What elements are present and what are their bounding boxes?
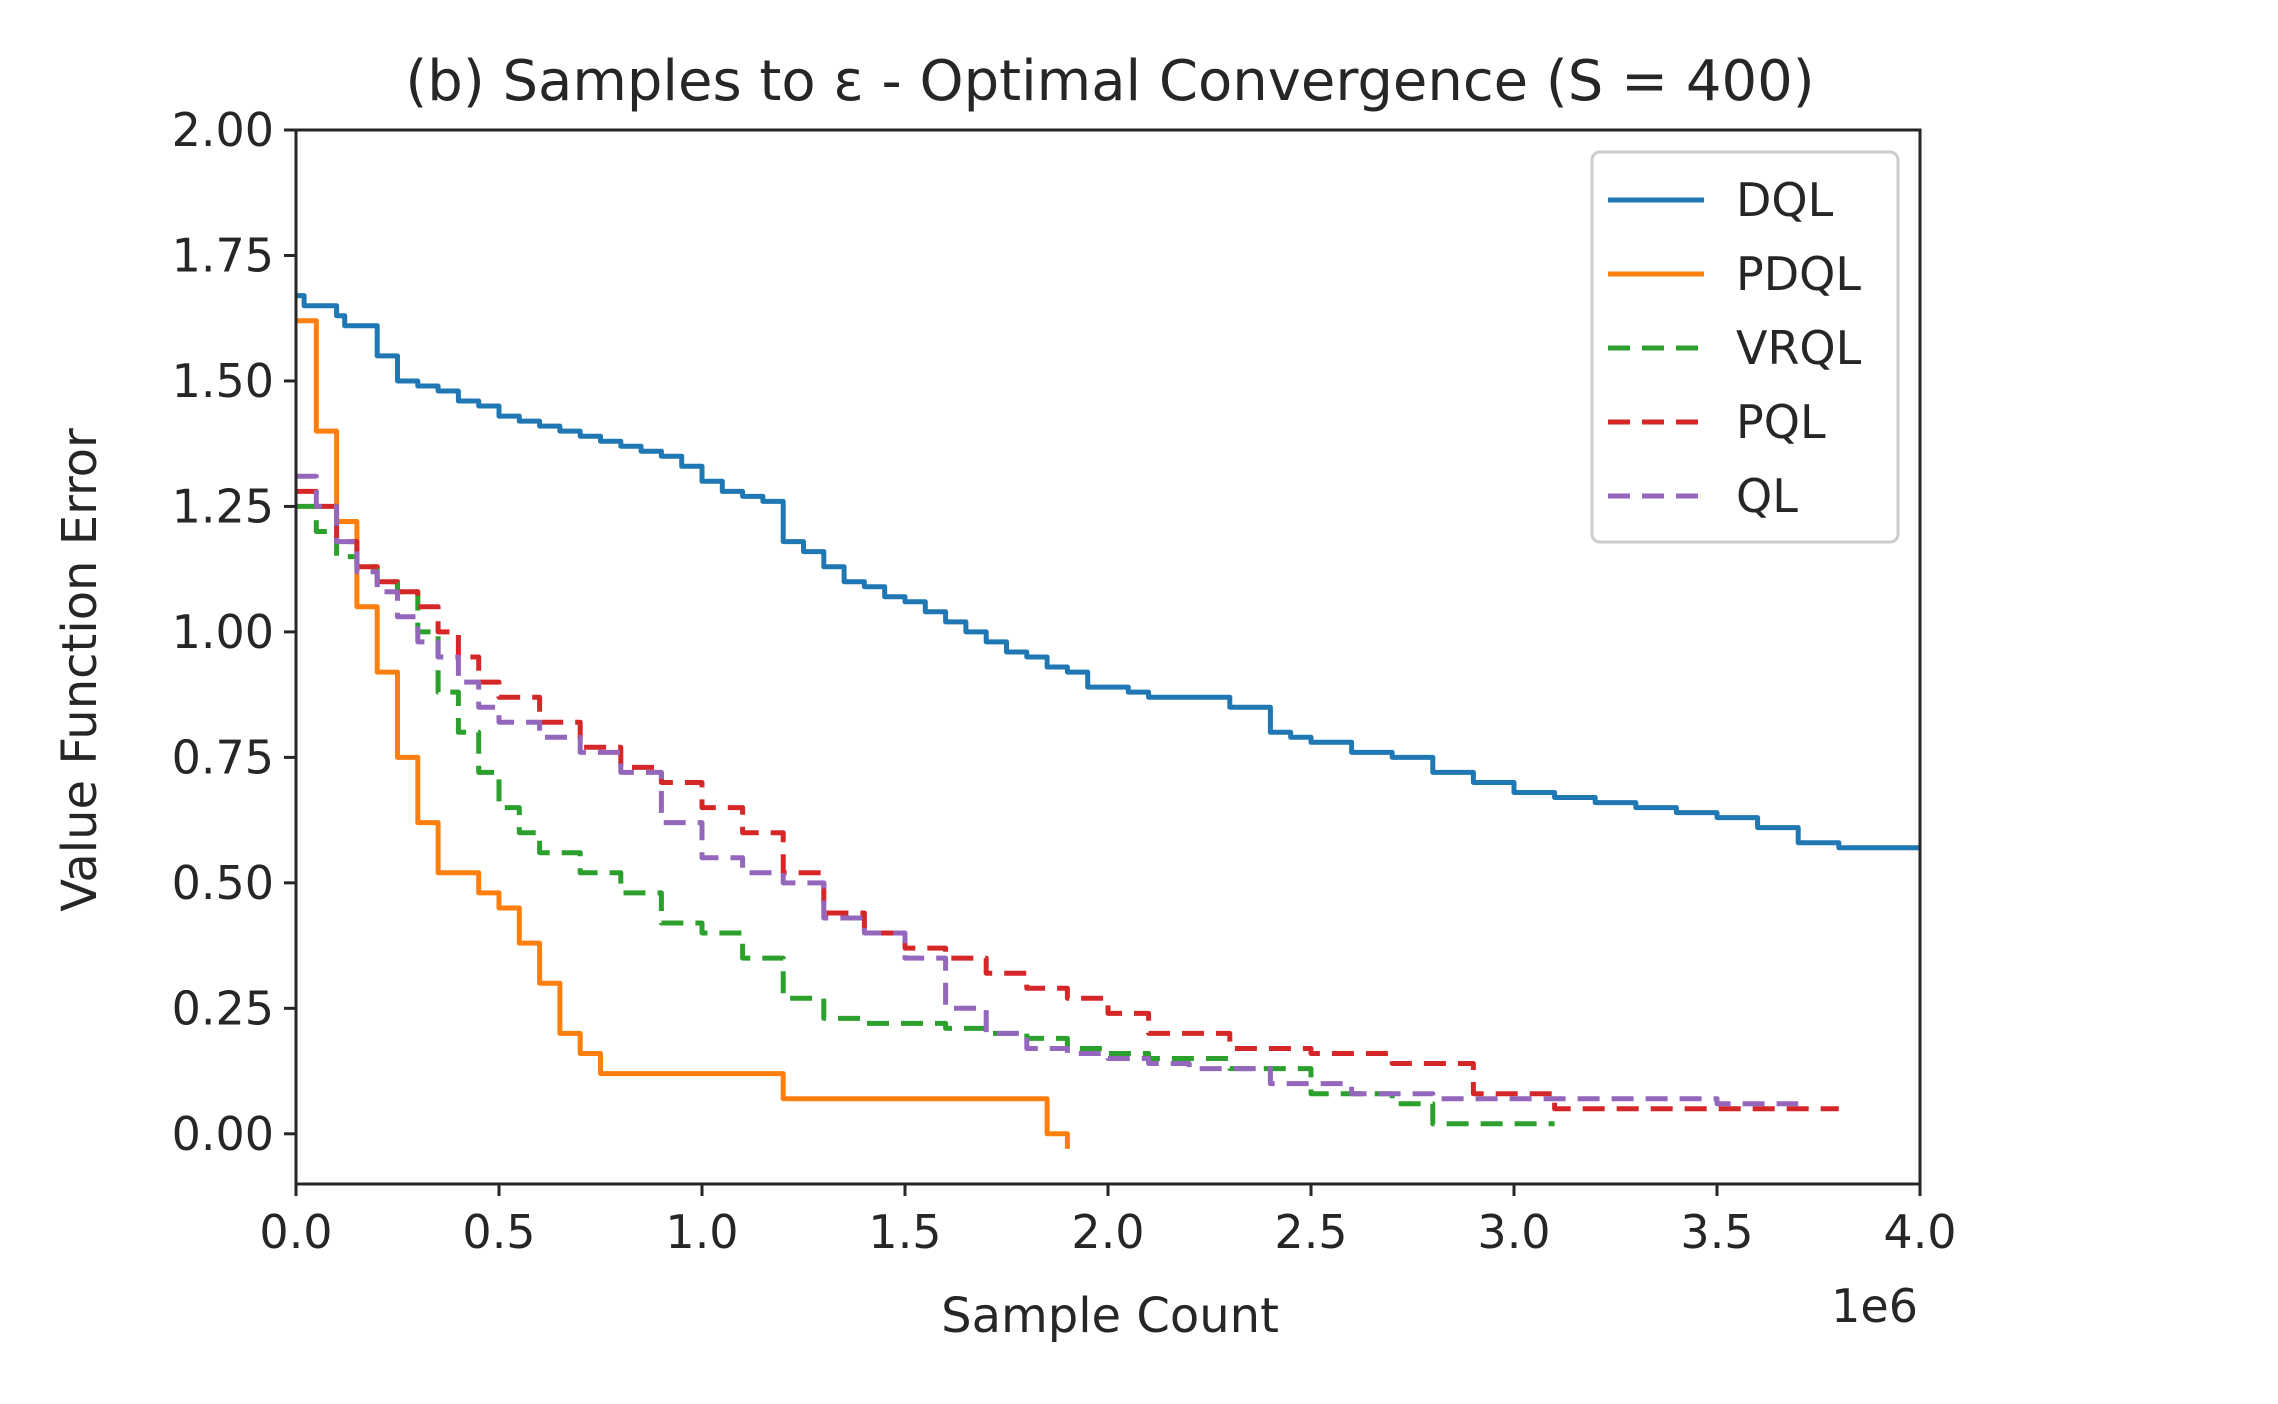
x-axis: 0.0 0.5 1.0 1.5 2.0 2.5 3.0 3.5 4.0 [259,1184,1957,1259]
y-axis-label: Value Function Error [52,428,108,912]
legend-label-dql: DQL [1736,173,1834,227]
x-axis-label: Sample Count [941,1288,1279,1344]
x-tick-label: 2.0 [1071,1205,1144,1259]
legend-label-ql: QL [1736,469,1798,523]
x-tick-label: 1.0 [665,1205,738,1259]
series-line-pdql [296,318,1070,1149]
chart-title: (b) Samples to ε - Optimal Convergence (… [405,49,1814,114]
y-tick-label: 2.00 [172,103,274,157]
plot-area [296,293,1920,1149]
series-line-ql [296,473,1799,1107]
series-line-dql [296,293,1920,851]
legend: DQL PDQL VRQL PQL QL [1590,150,1900,544]
x-tick-label: 3.5 [1680,1205,1753,1259]
legend-label-pql: PQL [1736,395,1826,449]
x-tick-label: 0.0 [259,1205,332,1259]
x-tick-label: 3.0 [1477,1205,1550,1259]
legend-label-vrql: VRQL [1736,321,1862,375]
y-tick-label: 1.00 [172,605,274,659]
series-line-pql [296,488,1839,1112]
x-tick-label: 2.5 [1274,1205,1347,1259]
y-tick-label: 1.75 [172,228,274,282]
legend-box [1590,150,1900,544]
x-tick-label: 0.5 [462,1205,535,1259]
series-line-vrql [296,503,1555,1127]
y-tick-label: 0.75 [172,730,274,784]
legend-label-pdql: PDQL [1736,247,1861,301]
x-tick-label: 1.5 [868,1205,941,1259]
x-tick-label: 4.0 [1883,1205,1956,1259]
y-tick-label: 0.00 [172,1107,274,1161]
y-tick-label: 0.25 [172,981,274,1035]
y-tick-label: 1.50 [172,354,274,408]
y-tick-label: 0.50 [172,856,274,910]
y-axis: 0.00 0.25 0.50 0.75 1.00 1.25 1.50 1.75 2.00 [172,103,296,1161]
y-tick-label: 1.25 [172,479,274,533]
x-axis-multiplier: 1e6 [1831,1279,1918,1333]
